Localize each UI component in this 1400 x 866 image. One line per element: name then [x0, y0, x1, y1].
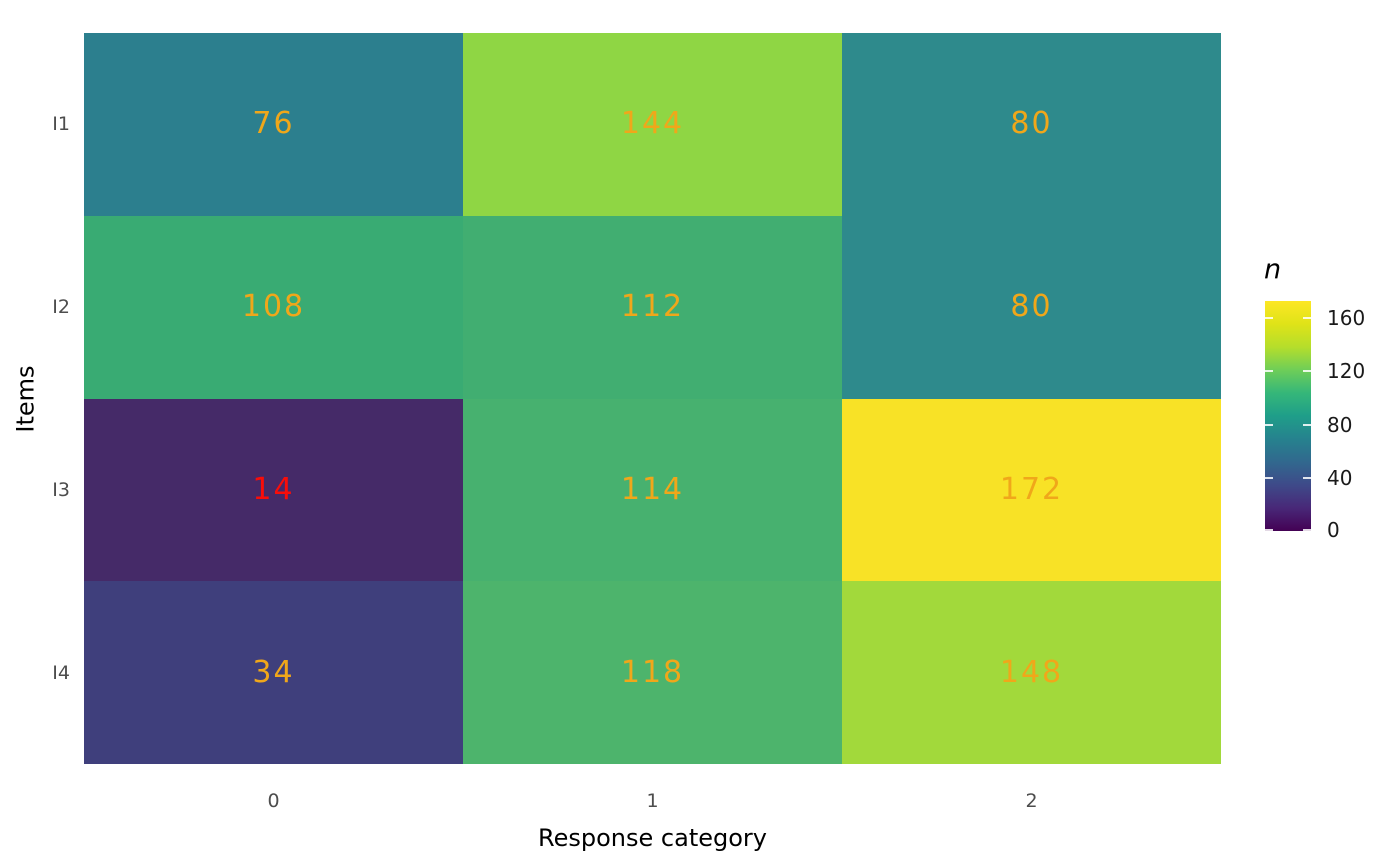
heatmap-cell: 112 — [463, 215, 842, 399]
legend-tick-mark — [1303, 529, 1311, 531]
x-axis-title: Response category — [538, 824, 767, 852]
y-tick-label: I4 — [52, 661, 70, 684]
heatmap-cell: 34 — [84, 581, 463, 764]
heatmap-cell: 114 — [463, 398, 842, 582]
heatmap-cell: 76 — [84, 33, 463, 216]
cell-value-label: 108 — [241, 289, 306, 325]
y-axis-tick-labels: I1 I2 I3 I4 — [0, 33, 70, 764]
legend-tick-mark — [1265, 476, 1273, 479]
cell-value-label: 80 — [1010, 289, 1053, 325]
heatmap-cell: 144 — [463, 33, 842, 216]
x-axis-tick-labels: 0 1 2 — [84, 790, 1221, 812]
heatmap-cell: 80 — [842, 33, 1221, 216]
cell-value-label: 172 — [999, 471, 1064, 507]
legend-tick-label: 80 — [1327, 412, 1353, 437]
legend-tick-mark — [1265, 317, 1273, 320]
y-axis-title: Items — [12, 364, 41, 433]
legend-tick-label: 160 — [1327, 306, 1366, 331]
x-tick-label: 1 — [646, 790, 659, 812]
heatmap-cell: 172 — [842, 398, 1221, 582]
legend-tick-mark — [1303, 476, 1311, 479]
cell-value-label: 76 — [252, 106, 295, 142]
legend-tick-mark — [1303, 370, 1311, 373]
y-tick-label: I3 — [52, 478, 70, 501]
cell-value-label: 80 — [1010, 106, 1053, 142]
cell-value-label: 112 — [620, 289, 685, 325]
heatmap-cell: 148 — [842, 581, 1221, 764]
legend-tick-mark — [1303, 423, 1311, 426]
legend-tick-label: 40 — [1327, 465, 1353, 490]
cell-value-label: 14 — [252, 471, 295, 507]
heatmap: 76 144 80 108 112 80 14 114 172 34 118 148 — [84, 33, 1221, 764]
cell-value-label: 114 — [620, 471, 685, 507]
legend-tick-label: 0 — [1327, 518, 1340, 542]
legend-tick-mark — [1265, 423, 1273, 426]
y-axis-title-wrap: Items — [6, 33, 46, 764]
heatmap-cell: 14 — [84, 398, 463, 582]
cell-value-label: 118 — [620, 654, 685, 690]
x-tick-label: 0 — [267, 790, 280, 812]
y-tick-label: I2 — [52, 296, 70, 319]
cell-value-label: 144 — [620, 106, 685, 142]
legend-tick-mark — [1265, 529, 1273, 531]
x-tick-label: 2 — [1025, 790, 1038, 812]
legend-tick-label: 120 — [1327, 359, 1366, 384]
cell-value-label: 148 — [999, 654, 1064, 690]
legend-title: n — [1264, 254, 1282, 285]
legend-colorbar: 0 40 80 120 160 — [1265, 301, 1365, 541]
y-tick-label: I1 — [52, 113, 70, 136]
legend-tick-mark — [1303, 317, 1311, 320]
heatmap-cell: 80 — [842, 215, 1221, 399]
legend-tick-mark — [1265, 370, 1273, 373]
heatmap-cell: 118 — [463, 581, 842, 764]
heatmap-cell: 108 — [84, 215, 463, 399]
cell-value-label: 34 — [252, 654, 295, 690]
